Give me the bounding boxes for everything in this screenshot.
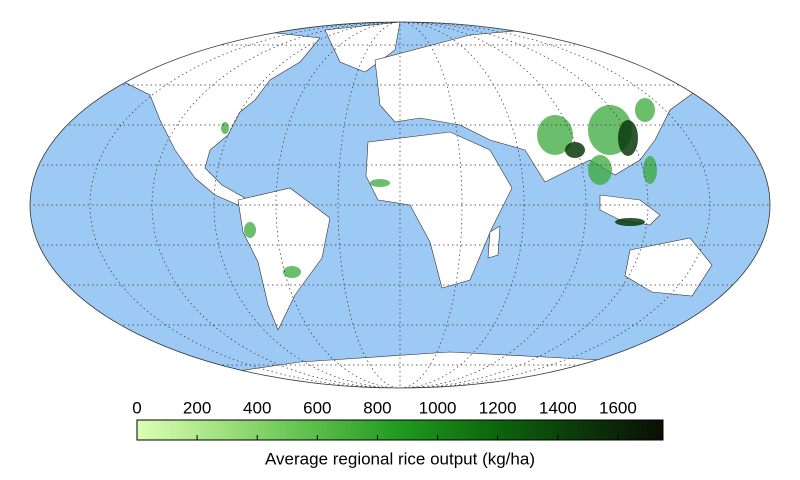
colorbar-tick-label: 0 — [132, 398, 141, 417]
map-border — [29, 21, 771, 389]
map — [30, 22, 770, 388]
colorbar-ramp — [136, 419, 664, 441]
colorbar-tick-label: 1600 — [599, 398, 637, 417]
rice-regions — [221, 98, 657, 278]
colorbar-tick-label: 1200 — [479, 398, 517, 417]
colorbar-tick-label: 200 — [183, 398, 211, 417]
colorbar: 0 200 400 600 800 1000 1200 1400 1600 — [132, 398, 664, 441]
colorbar-tick-label: 800 — [363, 398, 391, 417]
colorbar-tick-label: 1400 — [539, 398, 577, 417]
colorbar-tick-label: 400 — [243, 398, 271, 417]
colorbar-label: Average regional rice output (kg/ha) — [265, 449, 535, 468]
colorbar-tick-label: 1000 — [419, 398, 457, 417]
colorbar-tick-label: 600 — [303, 398, 331, 417]
